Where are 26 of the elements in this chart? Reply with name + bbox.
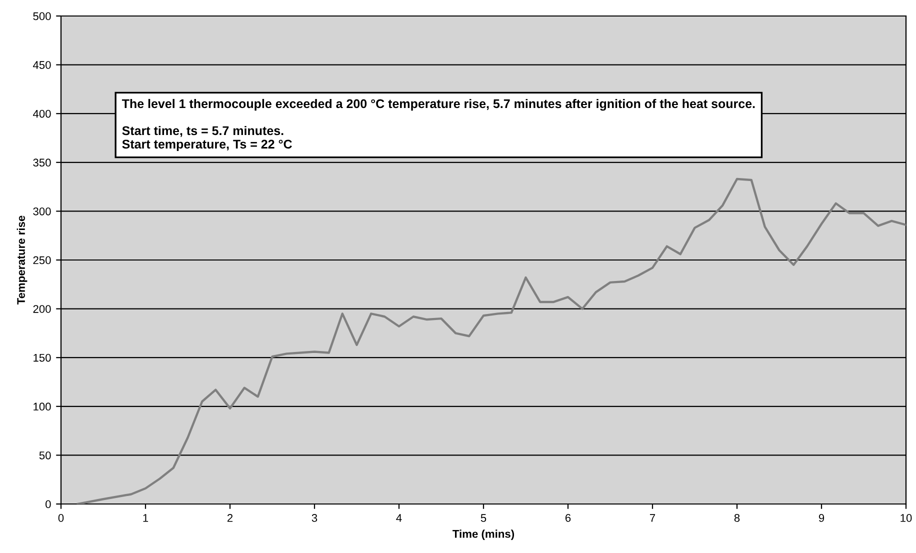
- y-tick-label: 50: [39, 451, 51, 460]
- y-tick-label: 500: [33, 12, 51, 20]
- x-tick-label: 9: [818, 514, 824, 522]
- y-tick-label: 350: [33, 158, 51, 167]
- x-tick-label: 10: [900, 514, 912, 522]
- x-tick-label: 4: [396, 514, 402, 522]
- y-tick-label: 400: [32, 110, 51, 118]
- line-series: [76, 178, 906, 504]
- x-axis-title: Time (mins): [452, 530, 514, 540]
- x-tick-label: 7: [650, 514, 656, 522]
- x-tick-label: 0: [58, 514, 64, 522]
- x-tick-label: 5: [480, 514, 486, 522]
- y-tick-label: 250: [33, 256, 51, 264]
- y-tick-label: 100: [34, 402, 51, 411]
- x-tick-label: 2: [227, 514, 233, 522]
- x-tick-label: 6: [565, 514, 571, 522]
- y-axis-title: Temperature rise: [16, 216, 28, 305]
- y-tick-label: 0: [46, 500, 51, 508]
- y-tick-label: 200: [33, 305, 51, 313]
- x-tick-label: 3: [312, 514, 318, 522]
- y-tick-label: 450: [32, 61, 51, 69]
- x-tick-label: 8: [734, 514, 740, 522]
- text: The level 1 thermocouple exceeded a 200 °C temperature rise, 5.7 minutes after ignition of the heat source. Start time, ts = 5.7 minutes. Start temperature, Ts = 22 °C: [122, 98, 755, 152]
- y-tick-label: 300: [33, 207, 51, 216]
- x-tick-label: 1: [143, 514, 148, 522]
- y-tick-label: 150: [34, 354, 51, 362]
